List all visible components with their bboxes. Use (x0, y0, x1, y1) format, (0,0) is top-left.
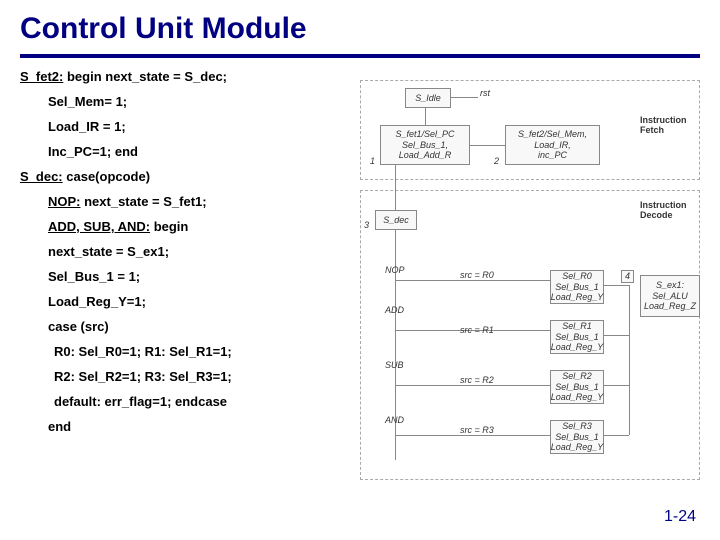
diagram-region (360, 190, 700, 480)
code-line: default: err_flag=1; endcase (20, 395, 350, 408)
diagram-text: ADD (385, 305, 404, 315)
code-line: case (src) (20, 320, 350, 333)
diagram-text: 3 (364, 220, 369, 230)
diagram-line (395, 280, 550, 281)
state-diagram: Instruction Fetch Instruction Decode S_Idl… (350, 70, 708, 490)
diagram-box: S_Idle (405, 88, 451, 108)
code-line: NOP: next_state = S_fet1; (20, 195, 350, 208)
code-line: ADD, SUB, AND: begin (20, 220, 350, 233)
code-line: S_fet2: begin next_state = S_dec; (20, 70, 350, 83)
diagram-text: src = R3 (460, 425, 494, 435)
code-line: next_state = S_ex1; (20, 245, 350, 258)
diagram-line (629, 285, 630, 435)
diagram-box: Sel_R1Sel_Bus_1Load_Reg_Y (550, 320, 604, 354)
diagram-box: S_dec (375, 210, 417, 230)
diagram-line (604, 335, 629, 336)
region-label: Instruction Decode (640, 200, 708, 220)
diagram-box: Sel_R2Sel_Bus_1Load_Reg_Y (550, 370, 604, 404)
code-line: Load_IR = 1; (20, 120, 350, 133)
diagram-line (395, 165, 396, 210)
diagram-line (604, 435, 629, 436)
diagram-text: rst (480, 88, 490, 98)
region-label: Instruction Fetch (640, 115, 708, 135)
diagram-line (604, 285, 629, 286)
diagram-text: NOP (385, 265, 405, 275)
diagram-text: src = R2 (460, 375, 494, 385)
code-line: Load_Reg_Y=1; (20, 295, 350, 308)
diagram-line (604, 385, 629, 386)
diagram-text: 2 (494, 156, 499, 166)
code-line: end (20, 420, 350, 433)
diagram-line (395, 435, 550, 436)
diagram-box: Sel_R3Sel_Bus_1Load_Reg_Y (550, 420, 604, 454)
content-area: S_fet2: begin next_state = S_dec; Sel_Mem… (0, 58, 720, 490)
page-number: 1-24 (664, 508, 696, 526)
diagram-text: AND (385, 415, 404, 425)
code-line: S_dec: case(opcode) (20, 170, 350, 183)
diagram-line (425, 108, 426, 125)
diagram-box: S_fet1/Sel_PCSel_Bus_1,Load_Add_R (380, 125, 470, 165)
diagram-box: Sel_R0Sel_Bus_1Load_Reg_Y (550, 270, 604, 304)
diagram-line (450, 97, 478, 98)
diagram-line (395, 385, 550, 386)
code-line: R2: Sel_R2=1; R3: Sel_R3=1; (20, 370, 350, 383)
diagram-box: 4 (621, 270, 634, 283)
code-line: Sel_Mem= 1; (20, 95, 350, 108)
page-title: Control Unit Module (0, 0, 720, 54)
diagram-text: SUB (385, 360, 404, 370)
code-line: Inc_PC=1; end (20, 145, 350, 158)
code-listing: S_fet2: begin next_state = S_dec; Sel_Mem… (20, 70, 350, 490)
diagram-line (470, 145, 505, 146)
code-line: Sel_Bus_1 = 1; (20, 270, 350, 283)
diagram-text: src = R1 (460, 325, 494, 335)
diagram-box: S_fet2/Sel_Mem,Load_IR,inc_PC (505, 125, 600, 165)
diagram-text: 1 (370, 156, 375, 166)
code-line: R0: Sel_R0=1; R1: Sel_R1=1; (20, 345, 350, 358)
diagram-text: src = R0 (460, 270, 494, 280)
diagram-box: S_ex1:Sel_ALULoad_Reg_Z (640, 275, 700, 317)
